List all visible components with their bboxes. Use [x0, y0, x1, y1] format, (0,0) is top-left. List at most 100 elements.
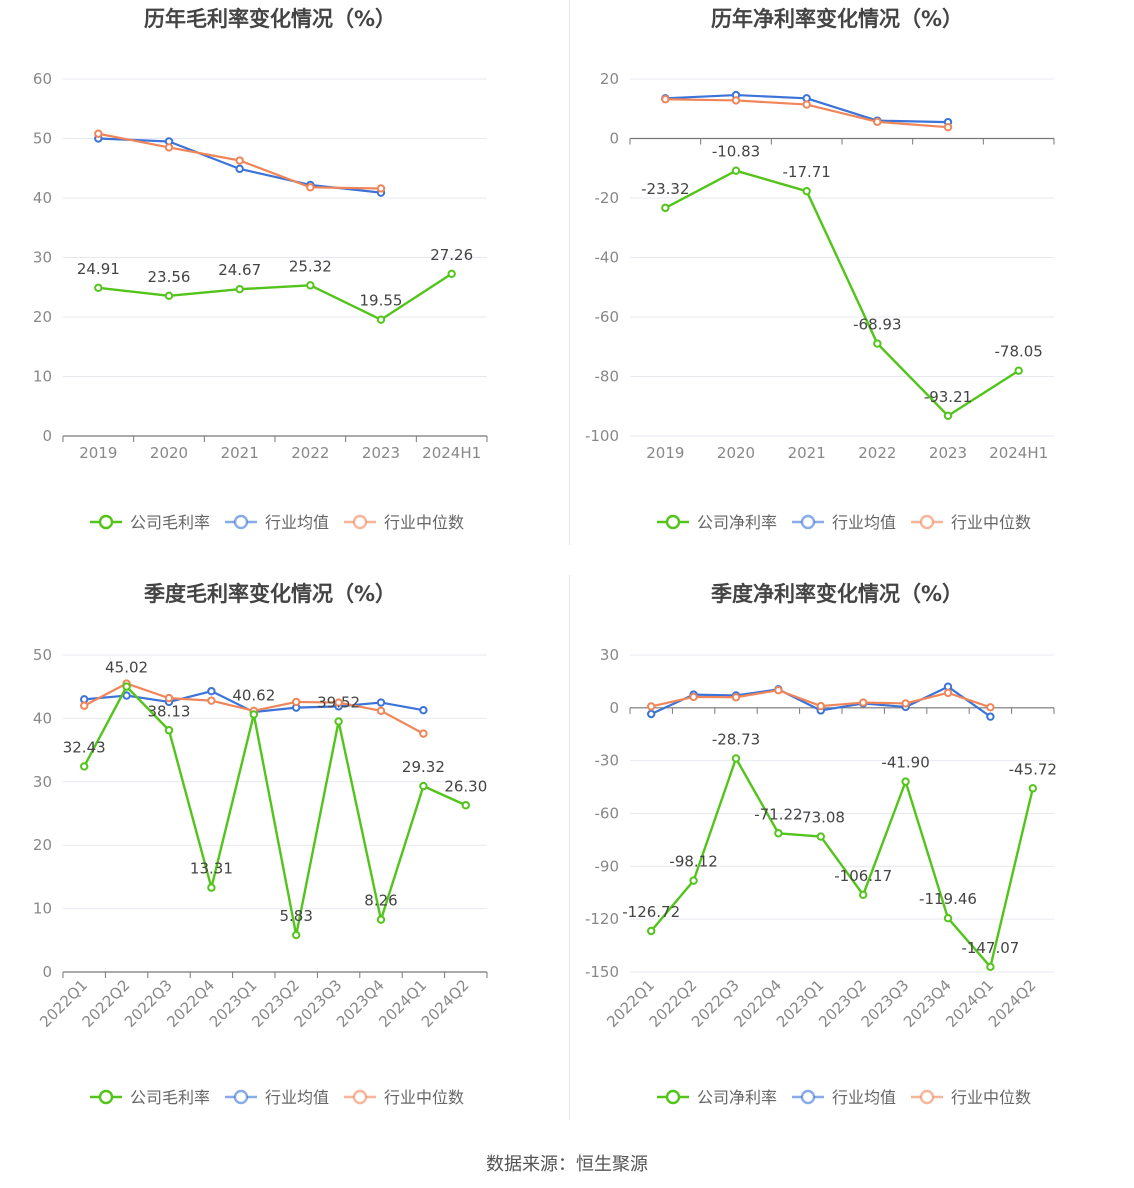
data-label: 38.13: [148, 702, 191, 720]
data-label: 24.91: [77, 260, 120, 278]
x-tick-label: 2021: [788, 444, 826, 462]
data-point-median: [774, 686, 783, 695]
x-tick-label: 2020: [150, 444, 188, 462]
x-tick-label: 2021: [221, 444, 259, 462]
data-label: 45.02: [105, 659, 148, 677]
data-point-company: [986, 962, 995, 972]
x-tick-label: 2024H1: [989, 444, 1048, 462]
data-point-median: [901, 699, 910, 708]
data-label: 8.26: [364, 892, 397, 910]
data-point-median: [419, 729, 428, 738]
data-point-median: [859, 698, 868, 707]
data-point-company: [164, 291, 174, 301]
x-tick-label: 2019: [79, 444, 117, 462]
data-label: 13.31: [190, 860, 233, 878]
chart-quarterly-gross-margin: 季度毛利率变化情况（%）010203040502022Q12022Q22022Q…: [33, 582, 488, 1107]
legend-item-avg: 行业均值: [792, 513, 896, 532]
data-point-company: [661, 203, 670, 213]
y-tick-label: 30: [600, 646, 619, 664]
data-point-median: [80, 701, 89, 710]
panel-divider-bottom: [569, 575, 570, 1120]
chart-title: 季度毛利率变化情况（%）: [144, 582, 396, 606]
data-point-median: [292, 697, 301, 707]
data-point-company: [164, 726, 174, 735]
data-point-company: [731, 166, 741, 175]
data-point-avg: [207, 686, 216, 696]
data-label: 23.56: [148, 268, 191, 286]
chart-title: 历年净利率变化情况（%）: [711, 7, 963, 31]
data-point-company: [731, 754, 741, 763]
legend-item-company: 公司毛利率: [90, 1088, 210, 1107]
chart-panel-annual-net-margin: 历年净利率变化情况（%） -100 -80 -60 -40 -20 0 20 2019 2020 2…: [567, 0, 1134, 575]
data-label: 29.32: [402, 758, 445, 776]
y-tick-label: 20: [33, 308, 52, 326]
legend-label: 行业中位数: [384, 1088, 464, 1107]
data-point-avg: [376, 698, 386, 707]
data-point-median: [731, 96, 741, 105]
data-point-median: [376, 706, 386, 715]
y-tick-label: -80: [595, 368, 620, 386]
data-label: 32.43: [63, 738, 106, 756]
data-label: 5.83: [279, 907, 312, 925]
data-point-median: [306, 183, 315, 192]
data-label: -23.32: [641, 180, 689, 198]
y-tick-label: 0: [42, 963, 52, 981]
legend-marker: [352, 1089, 368, 1105]
data-point-company: [249, 710, 259, 719]
legend-item-median: 行业中位数: [911, 1088, 1031, 1107]
y-tick-label: -20: [595, 189, 620, 207]
data-point-avg: [122, 691, 131, 700]
y-tick-label: 20: [600, 70, 619, 88]
data-label: -17.71: [782, 163, 830, 181]
data-point-company: [376, 915, 386, 924]
data-label: -68.93: [853, 316, 901, 334]
legend-marker: [98, 1089, 114, 1105]
y-tick-label: -60: [595, 308, 620, 326]
data-source: 数据来源：恒生聚源: [486, 1154, 648, 1175]
data-point-company: [689, 876, 698, 885]
x-tick-label: 2023: [929, 444, 967, 462]
data-point-company: [873, 339, 882, 348]
legend-marker: [800, 1089, 816, 1105]
data-point-median: [334, 698, 343, 707]
y-tick-label: -60: [595, 805, 620, 823]
data-label: -147.07: [961, 939, 1019, 957]
legend-item-median: 行业中位数: [911, 513, 1031, 532]
chart-annual-net-margin: 历年净利率变化情况（%） -100 -80 -60 -40 -20 0 20 2019 2020 2…: [585, 7, 1055, 532]
data-label: -41.90: [881, 754, 929, 772]
y-tick-label: 30: [33, 249, 52, 267]
data-point-median: [164, 143, 174, 152]
legend-marker: [665, 514, 681, 530]
x-tick-label: 2023: [362, 444, 400, 462]
data-point-company: [802, 186, 811, 196]
legend-item-company: 公司毛利率: [90, 513, 210, 532]
y-tick-label: -90: [595, 857, 620, 875]
data-point-company: [80, 762, 89, 771]
data-label: -119.46: [919, 890, 977, 908]
legend-marker: [919, 1089, 935, 1105]
chart-title: 历年毛利率变化情况（%）: [144, 7, 396, 31]
data-point-median: [207, 696, 216, 705]
data-point-company: [122, 682, 131, 691]
data-label: -78.05: [994, 343, 1042, 361]
x-tick-label: 2024Q2: [418, 976, 473, 1031]
panel-divider-top: [569, 0, 570, 545]
data-point-company: [94, 283, 103, 292]
data-point-avg: [986, 712, 995, 721]
legend-marker: [98, 514, 114, 530]
data-point-median: [164, 693, 174, 703]
legend-label: 公司毛利率: [130, 1088, 210, 1107]
data-point-company: [461, 801, 470, 810]
legend-label: 行业中位数: [384, 513, 464, 532]
legend-marker: [233, 514, 249, 530]
x-tick-label: 2024Q2: [985, 976, 1040, 1031]
data-point-company: [901, 777, 910, 786]
data-label: -45.72: [1009, 760, 1057, 778]
legend-marker: [919, 514, 935, 530]
x-tick-label: 2022: [291, 444, 329, 462]
data-label: -106.17: [834, 867, 892, 885]
data-point-company: [306, 281, 315, 290]
y-tick-label: 10: [33, 900, 52, 918]
y-tick-label: -40: [595, 249, 620, 267]
data-point-company: [334, 717, 343, 726]
